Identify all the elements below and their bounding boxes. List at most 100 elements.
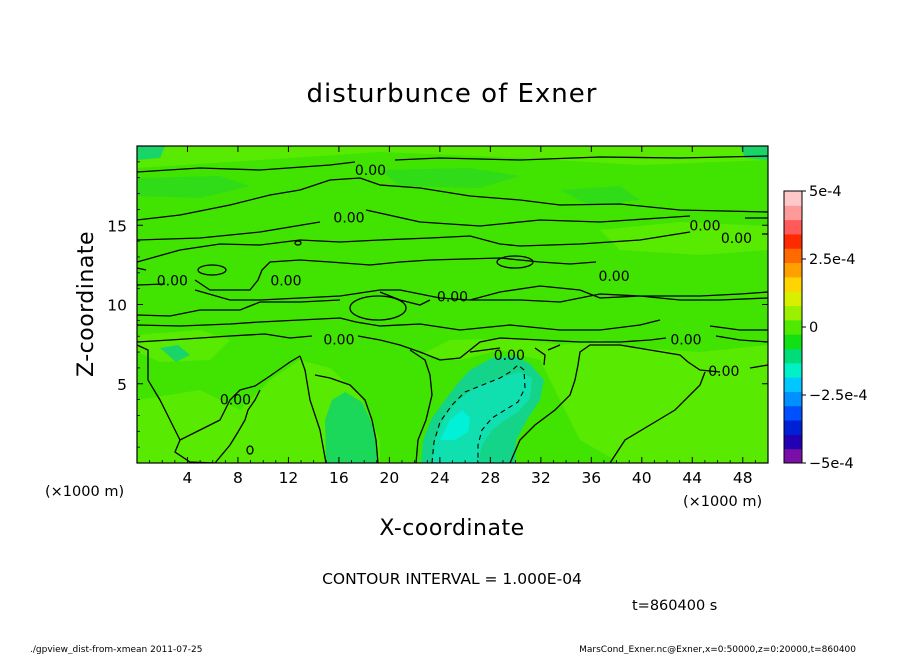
contour-label: 0.00 xyxy=(323,332,354,348)
colorbar-label: −2.5e-4 xyxy=(809,388,868,404)
x-tick-label: 32 xyxy=(531,469,551,487)
x-axis: 4 8 12 16 20 24 28 32 36 40 44 48 xyxy=(149,146,756,487)
field-patch xyxy=(560,186,640,206)
contour-line xyxy=(174,389,261,463)
x-tick-label: 20 xyxy=(380,469,400,487)
colorbar-label: 2.5e-4 xyxy=(809,252,855,268)
chart-title: disturbunce of Exner xyxy=(307,79,598,109)
colorbar xyxy=(784,191,802,464)
x-tick-label: 44 xyxy=(682,469,702,487)
contour-label: 0.00 xyxy=(598,269,629,285)
field-patch xyxy=(160,345,190,362)
contour-line xyxy=(469,347,546,366)
contour-line xyxy=(609,371,706,463)
x-tick-label: 8 xyxy=(233,469,243,487)
x-tick-label: 28 xyxy=(480,469,500,487)
contour-line xyxy=(137,317,768,331)
colorbar-swatch xyxy=(784,319,802,335)
contour-label: 0.00 xyxy=(437,290,468,306)
x-tick-label: 16 xyxy=(329,469,349,487)
contour-loop xyxy=(197,264,227,276)
colorbar-swatch xyxy=(784,248,802,264)
y-tick-label: 10 xyxy=(107,297,127,315)
contour-line xyxy=(137,344,327,463)
contour-line xyxy=(547,344,561,351)
contour-labels: 0.000.00 0.000.000.00 0.000.000.000.00 0.00… xyxy=(157,163,752,409)
contour-interval-text: CONTOUR INTERVAL = 1.000E-04 xyxy=(322,570,582,588)
colorbar-swatch xyxy=(784,405,802,421)
contour-label: 0.00 xyxy=(689,218,720,234)
contour-line xyxy=(194,257,597,291)
contour-line xyxy=(137,155,768,173)
contour-label: 0.00 xyxy=(721,231,752,247)
field-patch xyxy=(440,410,470,440)
y-axis-title: Z-coordinate xyxy=(74,231,99,377)
colorbar-swatch xyxy=(784,334,802,349)
contour-label: 0.00 xyxy=(157,274,188,290)
x-tick-label: 36 xyxy=(581,469,601,487)
contour-line xyxy=(137,333,768,361)
contour-loop xyxy=(496,255,534,269)
x-tick-label: 4 xyxy=(183,469,193,487)
contour-loop xyxy=(246,445,254,455)
field-patch xyxy=(137,176,250,198)
x-tick-label: 40 xyxy=(632,469,652,487)
field-patch xyxy=(432,372,532,463)
colorbar-swatch xyxy=(784,233,802,249)
field-patch xyxy=(600,222,768,255)
field-patch xyxy=(137,146,768,168)
colorbar-swatch xyxy=(784,377,802,392)
y-tick-label: 15 xyxy=(107,217,127,235)
colorbar-swatch xyxy=(784,262,802,278)
colorbar-swatch xyxy=(784,420,802,435)
time-text: t=860400 s xyxy=(632,598,717,614)
colorbar-swatch xyxy=(784,205,802,221)
x-tick-label: 48 xyxy=(733,469,753,487)
colorbar-swatch xyxy=(784,348,802,364)
contour-label: 0.00 xyxy=(670,332,701,348)
field-patch xyxy=(380,168,520,188)
field-patch xyxy=(420,338,768,463)
colorbar-swatch xyxy=(784,448,802,464)
colorbar-label: 0 xyxy=(809,320,818,336)
y-axis: 5 10 15 xyxy=(107,161,768,448)
contour-label: 0.00 xyxy=(355,163,386,179)
contour-label: 0.00 xyxy=(220,393,251,409)
contour-line xyxy=(137,267,147,271)
contour-line xyxy=(509,344,768,463)
contour-line-negative xyxy=(431,364,526,463)
contour-label: 0.00 xyxy=(270,274,301,290)
footer-right: MarsCond_Exner.nc@Exner,x=0:50000,z=0:20… xyxy=(579,645,856,654)
colorbar-swatch xyxy=(784,305,802,321)
x-unit-label: (×1000 m) xyxy=(45,484,124,500)
plot-area: 0.000.00 0.000.000.00 0.000.000.000.00 0.00… xyxy=(137,146,768,463)
colorbar-swatch xyxy=(784,219,802,235)
x-axis-title: X-coordinate xyxy=(379,516,524,541)
contour-line xyxy=(137,291,768,317)
colorbar-label: −5e-4 xyxy=(809,456,854,472)
colorbar-swatch xyxy=(784,391,802,407)
contour-lines xyxy=(137,155,768,463)
contour-line xyxy=(137,177,768,221)
contour-line xyxy=(314,349,433,463)
contour-label: 0.00 xyxy=(333,210,364,226)
colorbar-swatch xyxy=(784,291,802,307)
contour-label: 0.00 xyxy=(708,364,739,380)
x-tick-label: 24 xyxy=(430,469,450,487)
contour-line xyxy=(137,209,768,241)
colorbar-swatch xyxy=(784,191,802,206)
field-patch xyxy=(137,360,380,463)
colorbar-swatch xyxy=(784,276,802,292)
colorbar-labels: 5e-4 2.5e-4 0 −2.5e-4 −5e-4 xyxy=(802,184,868,472)
colorbar-swatch xyxy=(784,434,802,450)
colorbar-label: 5e-4 xyxy=(809,184,842,200)
y-tick-label: 5 xyxy=(117,376,127,394)
contour-loop xyxy=(294,240,302,246)
footer-left: ./gpview_dist-from-xmean 2011-07-25 xyxy=(30,645,202,654)
colorbar-swatch xyxy=(784,362,802,378)
field-patch xyxy=(137,146,165,160)
contour-line xyxy=(137,231,768,263)
x-unit-label-right: (×1000 m) xyxy=(683,494,762,510)
contour-label: 0.00 xyxy=(494,348,525,364)
